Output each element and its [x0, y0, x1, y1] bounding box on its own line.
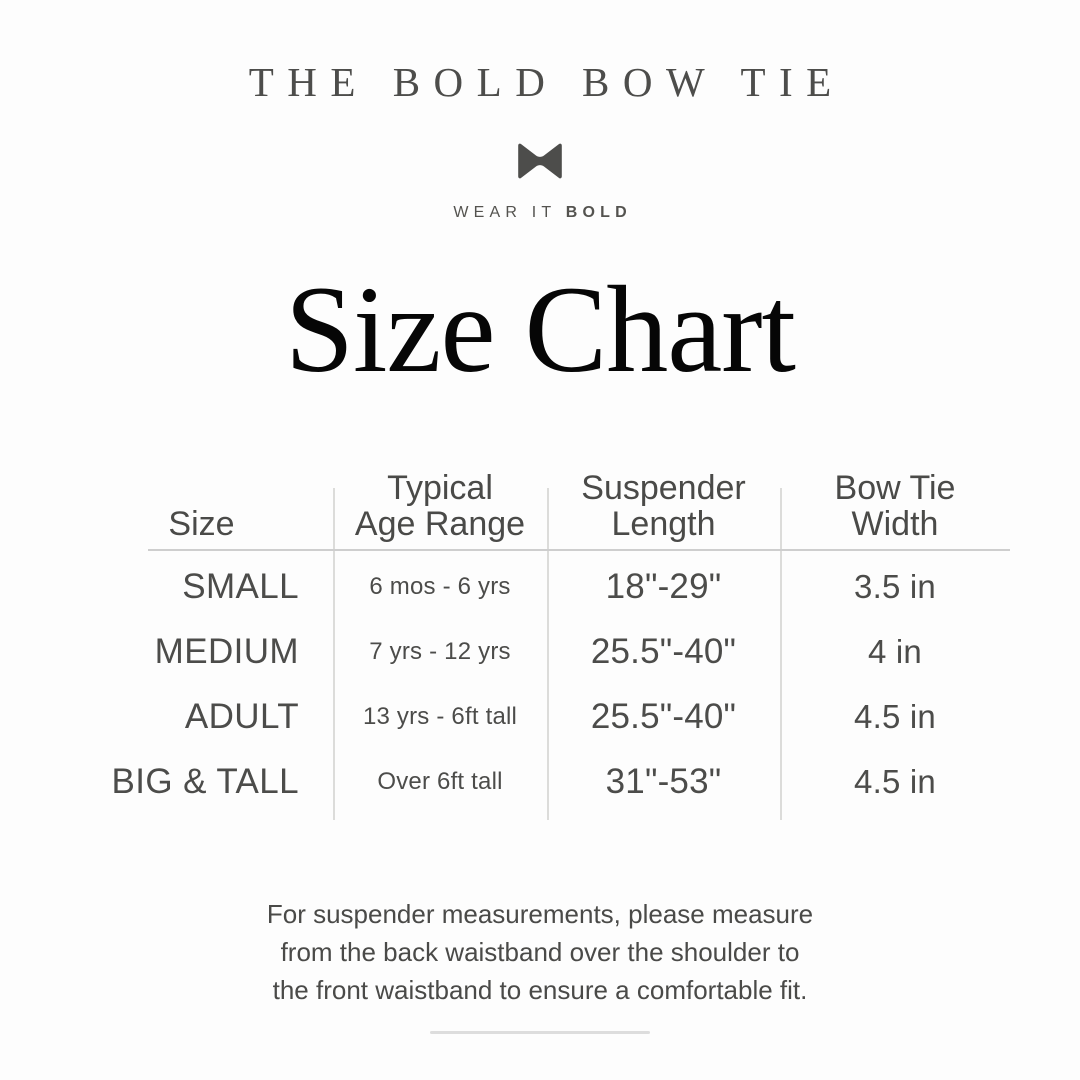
table-body: SMALL 6 mos - 6 yrs 18"-29" 3.5 in MEDIU…	[70, 554, 1010, 814]
cell-suspender-length: 18"-29"	[605, 567, 722, 606]
header-line-1: Size	[168, 504, 235, 543]
cell-suspender-length: 25.5"-40"	[590, 697, 737, 736]
cell-age-range: Over 6ft tall	[377, 767, 503, 795]
bottom-divider	[430, 1031, 650, 1034]
cell-size: SMALL	[182, 567, 299, 606]
header-divider	[148, 549, 1010, 551]
header-line-1: Bow Tie	[834, 468, 956, 507]
column-divider-3	[780, 488, 782, 820]
tagline-lead: WEAR IT	[453, 204, 566, 221]
cell-age-range: 6 mos - 6 yrs	[369, 572, 511, 600]
cell-size: BIG & TALL	[111, 762, 299, 801]
cell-bow-tie-width: 4.5 in	[854, 698, 936, 735]
header-line-2: Width	[851, 504, 939, 543]
header-line-2: Length	[611, 504, 716, 543]
brand-tagline: WEAR IT BOLD	[0, 205, 1080, 221]
cell-size: MEDIUM	[154, 632, 299, 671]
table-header-age-range: Typical Age Range	[333, 470, 547, 548]
table-header-bow-tie-width: Bow Tie Width	[780, 470, 1010, 548]
measurement-note: For suspender measurements, please measu…	[150, 895, 930, 1009]
note-line-2: from the back waistband over the shoulde…	[280, 937, 800, 967]
table-header-suspender-length: Suspender Length	[547, 470, 780, 548]
cell-size: ADULT	[184, 697, 299, 736]
tagline-accent: BOLD	[565, 204, 632, 221]
cell-suspender-length: 31"-53"	[605, 762, 722, 801]
column-divider-1	[333, 488, 335, 820]
table-header-row: Size Typical Age Range Suspender Length …	[70, 448, 1010, 548]
note-line-3: the front waistband to ensure a comforta…	[272, 975, 808, 1005]
brand-title: THE BOLD BOW TIE	[248, 59, 845, 105]
note-line-1: For suspender measurements, please measu…	[266, 899, 814, 929]
table-row: SMALL 6 mos - 6 yrs 18"-29" 3.5 in	[70, 554, 1010, 619]
table-row: ADULT 13 yrs - 6ft tall 25.5"-40" 4.5 in	[70, 684, 1010, 749]
bowtie-icon	[518, 143, 562, 179]
header-line-1: Suspender	[581, 468, 746, 507]
header-line-1: Typical	[387, 468, 493, 507]
header-line-2: Age Range	[354, 504, 526, 543]
table-row: MEDIUM 7 yrs - 12 yrs 25.5"-40" 4 in	[70, 619, 1010, 684]
cell-bow-tie-width: 4 in	[867, 633, 922, 670]
column-divider-2	[547, 488, 549, 820]
table-row: BIG & TALL Over 6ft tall 31"-53" 4.5 in	[70, 749, 1010, 814]
cell-suspender-length: 25.5"-40"	[590, 632, 737, 671]
cell-age-range: 7 yrs - 12 yrs	[369, 637, 511, 665]
table-header-size: Size	[70, 506, 333, 548]
cell-age-range: 13 yrs - 6ft tall	[362, 702, 518, 730]
size-table: Size Typical Age Range Suspender Length …	[70, 448, 1010, 823]
cell-bow-tie-width: 3.5 in	[854, 568, 936, 605]
page-title: Size Chart	[285, 261, 796, 398]
cell-bow-tie-width: 4.5 in	[854, 763, 936, 800]
